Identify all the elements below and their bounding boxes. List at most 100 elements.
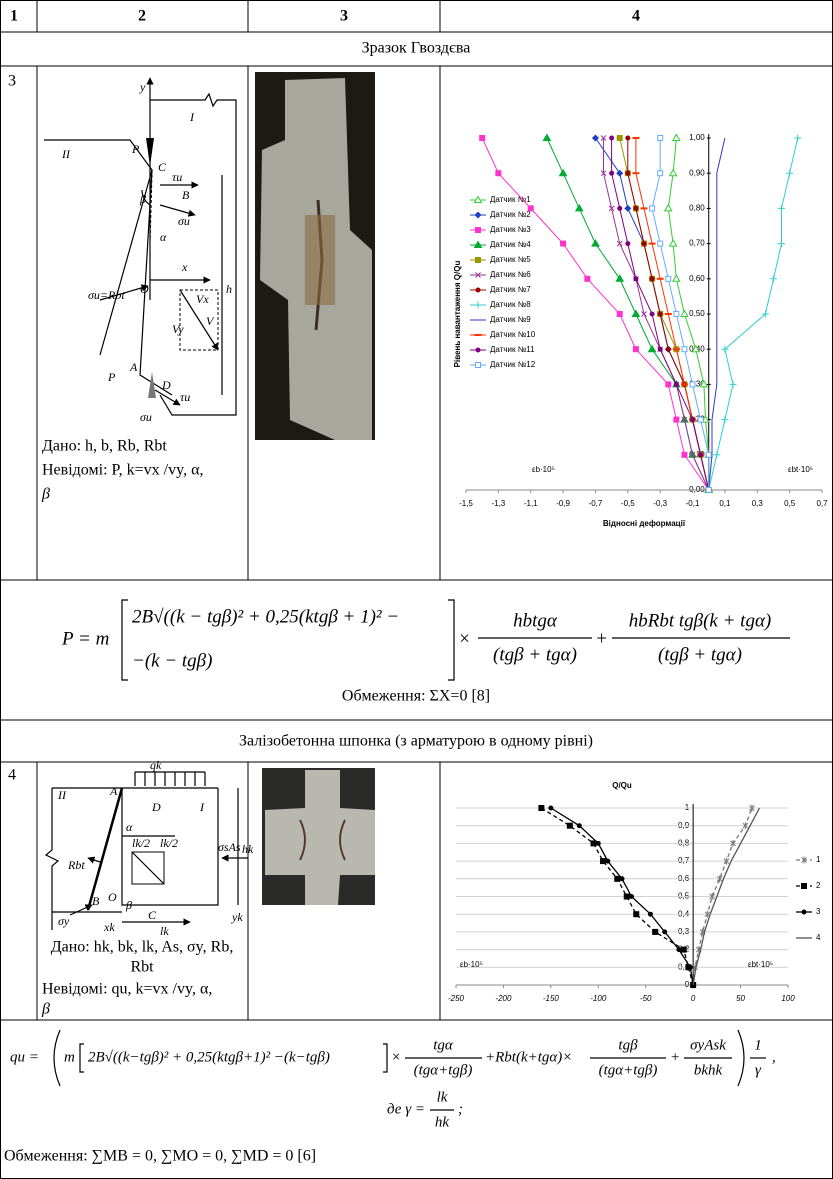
data-point xyxy=(625,136,630,141)
photo xyxy=(255,72,375,440)
data-point xyxy=(681,947,686,952)
formula-text: qu = xyxy=(10,1049,39,1065)
diagram-label: A xyxy=(129,360,138,374)
legend-marker xyxy=(476,288,481,293)
data-point xyxy=(662,929,667,934)
legend-marker xyxy=(476,228,481,233)
data-point xyxy=(674,312,679,317)
y-tick-label: 0,70 xyxy=(689,239,705,248)
formula-text: (tgβ + tgα) xyxy=(658,644,742,665)
formula-text: m xyxy=(64,1049,75,1065)
formula-text: lk xyxy=(437,1089,448,1105)
x-tick-label: 0,7 xyxy=(816,499,828,508)
diagram-label: lk/2 xyxy=(132,836,150,850)
data-point xyxy=(543,135,550,141)
diagram-label: τu xyxy=(172,170,182,184)
legend-label: Датчик №2 xyxy=(490,210,531,219)
formula-text: hbtgα xyxy=(513,610,558,631)
data-point xyxy=(625,241,630,246)
header-cell: 3 xyxy=(340,8,348,25)
legend-marker xyxy=(476,348,481,353)
diagram-label: σu xyxy=(178,214,190,228)
diagram-label: yk xyxy=(231,910,243,924)
diagram-label: Rbt xyxy=(67,858,85,872)
data-point xyxy=(673,275,680,281)
header-cell: 4 xyxy=(632,8,640,25)
data-point xyxy=(676,947,681,952)
data-point xyxy=(609,136,614,141)
formula-text: (tgα+tgβ) xyxy=(599,1062,658,1078)
chart-title: Q/Qu xyxy=(612,781,632,790)
formula-text: tgβ xyxy=(618,1037,638,1053)
drawing xyxy=(88,788,122,910)
diagram-label: Vx xyxy=(196,292,209,306)
diagram-label: Vy xyxy=(172,322,184,336)
data-point xyxy=(794,135,801,142)
legend-label: Датчик №8 xyxy=(490,300,531,309)
data-point xyxy=(653,929,658,934)
diagram-label: C xyxy=(148,908,157,922)
data-point xyxy=(633,347,638,352)
diagram-label: β xyxy=(125,898,132,912)
data-point xyxy=(698,452,703,457)
diagram-label: P xyxy=(131,142,140,156)
drawing xyxy=(148,372,156,398)
data-point xyxy=(567,823,572,828)
data-point xyxy=(682,452,687,457)
data-point xyxy=(673,135,680,141)
data-point xyxy=(629,894,634,899)
diagram-label: I xyxy=(189,110,195,124)
x-tick-label: -150 xyxy=(543,994,560,1003)
data-point xyxy=(730,381,737,388)
data-point xyxy=(666,347,671,352)
diagram-label: C xyxy=(158,160,167,174)
x-tick-label: -250 xyxy=(448,994,465,1003)
legend-label: Датчик №11 xyxy=(490,345,535,354)
data-point xyxy=(480,136,485,141)
unknowns: Невідомі: qu, k=vx /vy, α, xyxy=(42,981,212,998)
formula-text: ; xyxy=(458,1101,463,1117)
diagram-label: y xyxy=(139,80,146,94)
data-point xyxy=(770,275,777,282)
diagram-label: σu=Rbt xyxy=(88,288,125,302)
legend-label: Датчик №6 xyxy=(490,270,531,279)
data-point xyxy=(690,417,695,422)
x-tick-label: 0,1 xyxy=(719,499,731,508)
data-point xyxy=(591,841,596,846)
legend-marker xyxy=(475,302,482,309)
data-point xyxy=(670,170,677,176)
drawing xyxy=(80,1044,84,1072)
series-line xyxy=(709,138,725,490)
data-point xyxy=(548,806,553,811)
data-point xyxy=(592,240,599,246)
data-point xyxy=(658,347,663,352)
legend-label: 2 xyxy=(816,881,821,890)
diagram-label: σy xyxy=(58,914,70,928)
drawing xyxy=(150,94,236,415)
data-point xyxy=(617,136,622,141)
data-point xyxy=(624,894,629,899)
legend-marker xyxy=(802,910,807,915)
data-point xyxy=(617,312,622,317)
y-tick-label: 0,80 xyxy=(689,204,705,213)
header-cell: 1 xyxy=(10,8,18,25)
x-tick-label: -1,5 xyxy=(459,499,473,508)
data-point xyxy=(658,171,663,176)
drawing xyxy=(54,1030,60,1086)
data-point xyxy=(615,876,620,881)
legend-marker xyxy=(476,363,481,368)
legend-label: Датчик №4 xyxy=(490,240,531,249)
x-tick-label: -100 xyxy=(590,994,607,1003)
data-point xyxy=(658,312,663,317)
row-number: 4 xyxy=(8,767,16,784)
formula-text: 2B√((k−tgβ)² + 0,25(ktgβ+1)² −(k−tgβ) xyxy=(88,1049,330,1065)
data-point xyxy=(778,205,785,212)
diagram-label: II xyxy=(61,147,71,161)
y-axis-title: Рівень навантаження Q/Qu xyxy=(453,261,462,368)
legend-label: Датчик №5 xyxy=(490,255,531,264)
drawing xyxy=(52,788,218,912)
legend-label: 3 xyxy=(816,907,821,916)
x-tick-label: -0,5 xyxy=(621,499,635,508)
data-point xyxy=(650,206,655,211)
data-point xyxy=(666,276,671,281)
